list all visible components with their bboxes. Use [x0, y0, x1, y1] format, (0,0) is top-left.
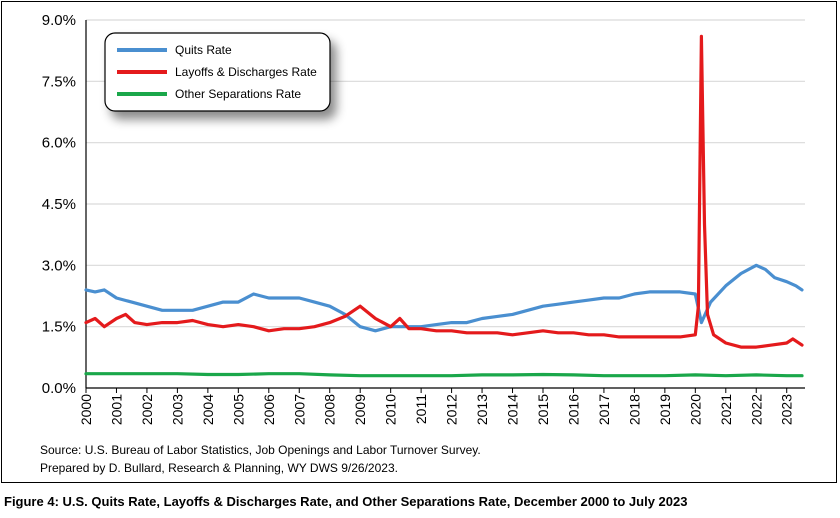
x-tick-label: 2008 [322, 394, 338, 425]
legend: Quits Rate Layoffs & Discharges Rate Other… [104, 32, 331, 112]
x-tick-label: 2012 [444, 394, 460, 425]
x-tick-label: 2000 [78, 394, 94, 425]
x-tick-label: 2003 [169, 394, 185, 425]
x-tick-label: 2004 [200, 394, 216, 425]
x-tick-label: 2007 [291, 394, 307, 425]
x-tick-label: 2006 [261, 394, 277, 425]
x-tick-label: 2001 [108, 394, 124, 425]
axes: 0.0% 1.5% 3.0% 4.5% 6.0% 7.5% 9.0% 2000 2001 2002… [42, 12, 805, 425]
y-tick-label: 4.5% [42, 196, 76, 213]
prepared-by-text: Prepared by D. Bullard, Research & Plann… [40, 461, 398, 475]
y-tick-label: 6.0% [42, 135, 76, 152]
x-tick-label: 2017 [596, 394, 612, 425]
x-tick-label: 2016 [565, 394, 581, 425]
legend-box [104, 32, 331, 112]
y-tick-label: 3.0% [42, 257, 76, 274]
x-tick-label: 2014 [505, 394, 521, 425]
x-tick-label: 2009 [352, 394, 368, 425]
series-line-layoffs-discharges-rate [84, 34, 804, 349]
figure-caption: Figure 4: U.S. Quits Rate, Layoffs & Dis… [4, 494, 688, 509]
y-tick-label: 1.5% [42, 319, 76, 336]
legend-label: Quits Rate [175, 43, 232, 57]
x-tick-label: 2015 [535, 394, 551, 425]
y-tick-label: 7.5% [42, 73, 76, 90]
series-line-other-separations-rate [84, 372, 804, 378]
x-tick-label: 2013 [474, 394, 490, 425]
x-tick-label: 2011 [413, 394, 429, 424]
y-tick-label: 0.0% [42, 380, 76, 397]
x-tick-label: 2005 [230, 394, 246, 425]
x-tick-label: 2019 [657, 394, 673, 425]
source-text: Source: U.S. Bureau of Labor Statistics,… [40, 443, 481, 457]
x-tick-label: 2020 [687, 394, 703, 425]
x-tick-label: 2022 [748, 394, 764, 425]
x-tick-label: 2018 [626, 394, 642, 425]
x-tick-label: 2023 [779, 394, 795, 425]
series-lines [84, 34, 804, 378]
x-tick-label: 2002 [139, 394, 155, 425]
y-tick-label: 9.0% [42, 12, 76, 29]
x-tick-label: 2010 [383, 394, 399, 425]
legend-label: Layoffs & Discharges Rate [175, 65, 317, 79]
legend-label: Other Separations Rate [175, 87, 301, 101]
x-tick-label: 2021 [718, 394, 734, 425]
